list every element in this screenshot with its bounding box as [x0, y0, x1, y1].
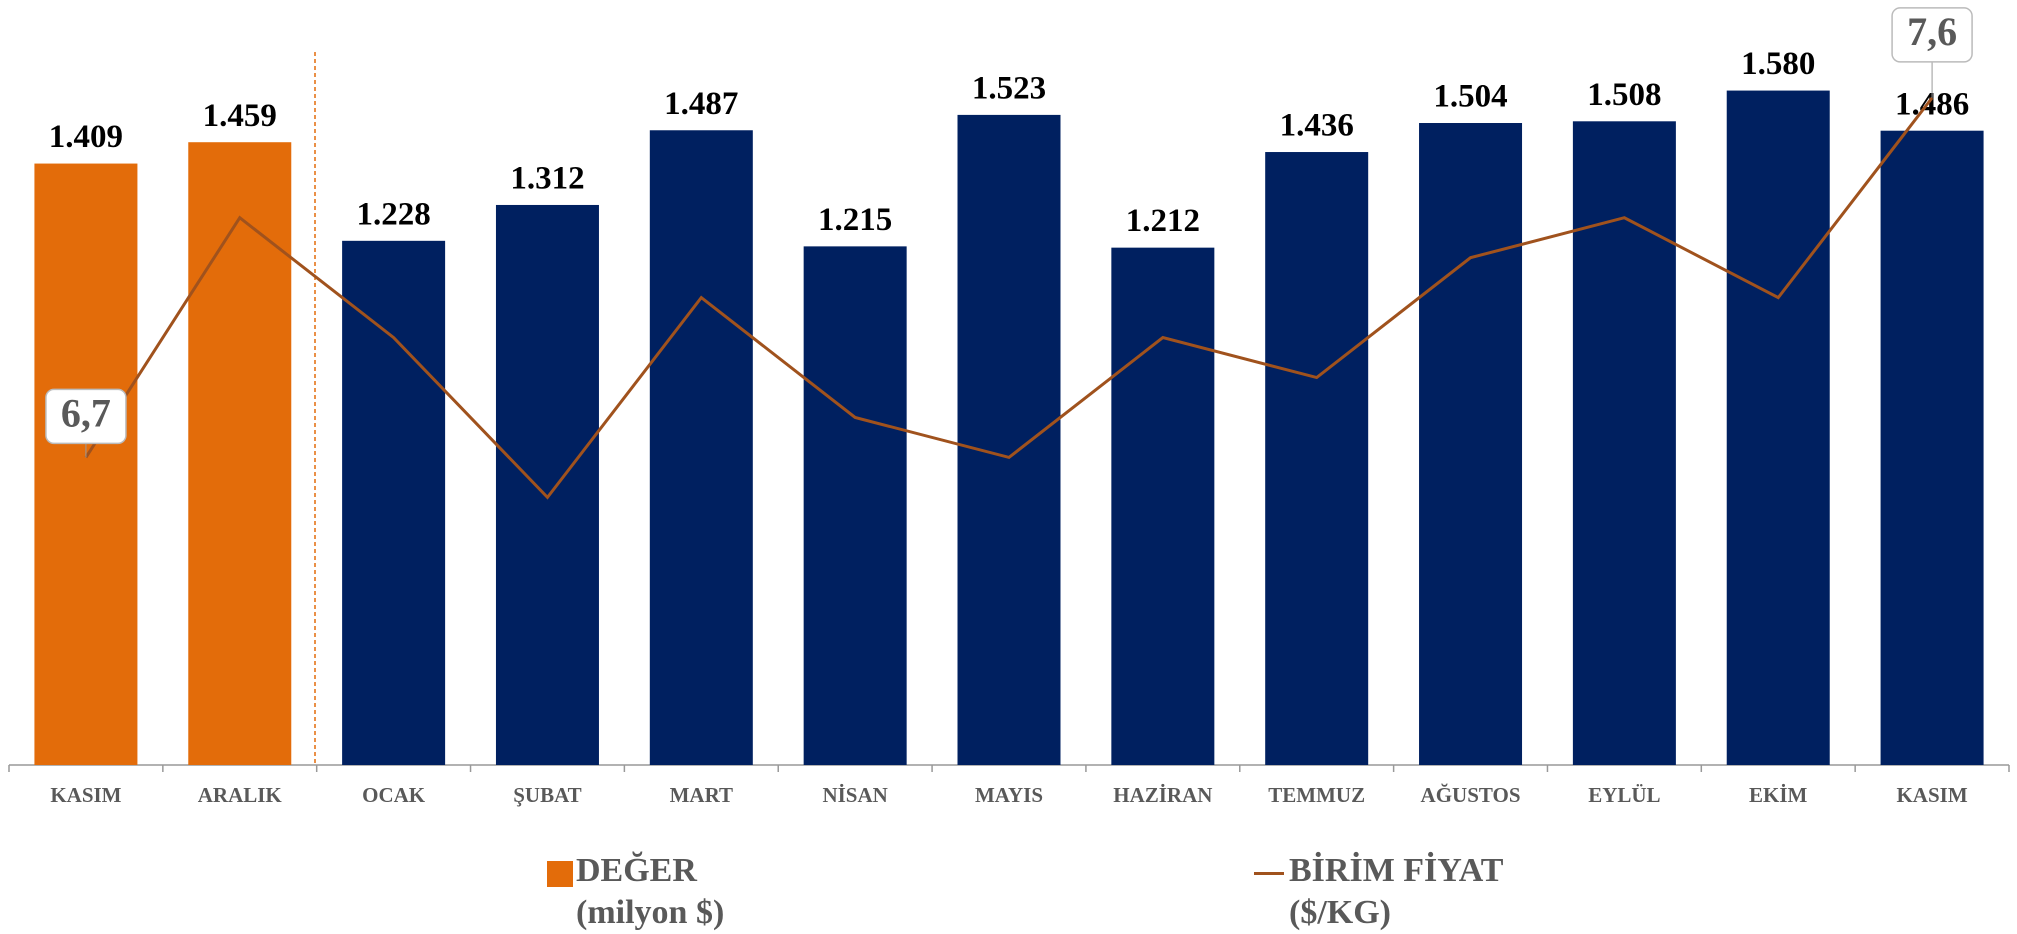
bar	[1572, 121, 1676, 765]
x-tick-label: NİSAN	[822, 783, 887, 807]
value-label: 1.523	[972, 70, 1046, 106]
value-label: 1.436	[1280, 108, 1354, 144]
x-tick-label: TEMMUZ	[1268, 783, 1365, 807]
value-label: 1.487	[664, 86, 738, 122]
callout-box	[45, 388, 127, 445]
bar	[495, 204, 599, 765]
bar	[1726, 90, 1830, 765]
x-tick-label: EKİM	[1749, 783, 1808, 807]
x-tick-label: KASIM	[1896, 783, 1967, 807]
value-label: 1.459	[203, 98, 277, 134]
legend-label: DEĞER (milyon $)	[576, 852, 725, 931]
bar	[1265, 152, 1369, 765]
legend-label: BİRİM FİYAT ($/KG)	[1289, 852, 1503, 931]
x-tick-label: EYLÜL	[1588, 783, 1660, 807]
x-tick-label: KASIM	[50, 783, 121, 807]
value-label: 1.312	[510, 161, 584, 197]
line	[84, 96, 1934, 500]
legend-swatch	[547, 861, 573, 887]
bar	[803, 246, 907, 765]
value-label: 1.215	[818, 202, 892, 238]
bar	[1419, 123, 1523, 766]
x-tick-label: HAZİRAN	[1113, 783, 1212, 807]
bar	[342, 240, 446, 765]
callout-box	[1891, 7, 1973, 63]
value-label: 6,7	[61, 391, 111, 436]
value-label: 1.228	[356, 196, 430, 232]
bar	[1111, 247, 1215, 765]
x-tick-label: MAYIS	[975, 783, 1043, 807]
bar	[1880, 130, 1984, 765]
bar	[34, 163, 138, 765]
value-label: 1.409	[49, 119, 123, 155]
bar	[188, 142, 292, 765]
x-tick-label: OCAK	[362, 783, 426, 807]
bar	[649, 130, 753, 765]
value-label: 1.580	[1741, 46, 1815, 82]
value-label: 1.508	[1587, 77, 1661, 113]
x-tick-label: AĞUSTOS	[1421, 783, 1521, 807]
value-label: 7,6	[1907, 9, 1957, 54]
bar	[957, 114, 1061, 766]
value-label: 1.504	[1433, 79, 1507, 115]
value-label: 1.212	[1126, 203, 1200, 239]
legend-swatch	[1254, 872, 1284, 875]
x-tick-label: ŞUBAT	[513, 783, 581, 807]
x-tick-label: ARALIK	[198, 783, 283, 807]
x-tick-label: MART	[670, 783, 733, 807]
